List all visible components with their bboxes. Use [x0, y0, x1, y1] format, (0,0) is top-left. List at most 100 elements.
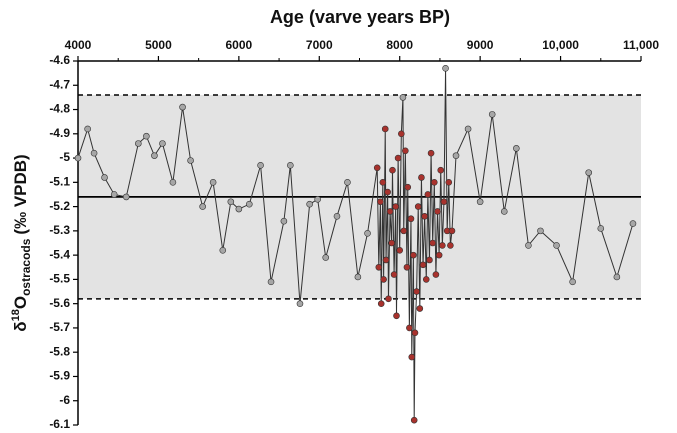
data-point — [419, 261, 427, 269]
data-point — [513, 145, 520, 152]
data-point — [452, 152, 460, 159]
data-point — [380, 276, 387, 283]
data-point — [322, 254, 330, 261]
y-label-part: O — [11, 296, 30, 309]
data-point — [314, 196, 321, 203]
x-axis-title: Age (varve years BP) — [270, 7, 450, 27]
data-point — [287, 162, 294, 169]
data-point — [135, 140, 142, 147]
data-point — [434, 208, 441, 215]
data-point — [403, 263, 411, 271]
data-point — [430, 179, 438, 186]
x-tick-label: 5000 — [145, 38, 172, 52]
data-point — [227, 198, 235, 206]
x-tick-label: 8000 — [386, 38, 413, 52]
y-axis-title: δ18Oostracods (‰ VPDB) — [10, 154, 33, 331]
y-tick-label: -4.7 — [49, 77, 70, 91]
data-point — [377, 300, 385, 307]
data-point — [187, 157, 194, 164]
data-point — [500, 208, 508, 215]
data-point — [418, 174, 425, 181]
data-point — [393, 312, 400, 320]
data-point — [354, 273, 362, 281]
data-point — [399, 94, 407, 101]
data-point — [402, 147, 409, 155]
data-point — [381, 125, 389, 133]
data-point — [426, 256, 433, 264]
y-tick-label: -5.4 — [49, 247, 70, 261]
data-point — [235, 205, 243, 213]
data-point — [410, 251, 417, 259]
data-point — [424, 191, 432, 198]
y-tick-label: -5.8 — [49, 344, 70, 358]
data-point — [398, 130, 405, 138]
data-point — [525, 242, 532, 249]
data-point — [569, 278, 576, 286]
y-tick-label: -4.9 — [49, 126, 70, 140]
data-point — [389, 166, 396, 174]
data-point — [306, 200, 313, 208]
data-point — [432, 271, 440, 278]
x-tick-label: 7000 — [306, 38, 333, 52]
data-point — [101, 174, 108, 181]
data-point — [585, 169, 593, 176]
x-tick-label: 11,000 — [623, 38, 659, 52]
y-label-part: δ — [11, 321, 30, 331]
y-tick-label: -5.5 — [49, 272, 70, 286]
data-point — [442, 64, 449, 72]
data-point — [151, 152, 158, 159]
y-tick-label: -5.2 — [49, 199, 70, 213]
data-point — [385, 295, 392, 303]
data-point — [159, 140, 166, 147]
data-point — [464, 125, 472, 133]
data-point — [439, 242, 446, 249]
data-point — [392, 203, 399, 210]
data-point — [382, 256, 390, 264]
data-point — [629, 220, 637, 227]
data-point — [74, 154, 82, 162]
data-point — [537, 227, 544, 235]
x-tick-label: 4000 — [65, 38, 92, 52]
y-tick-label: -4.8 — [49, 102, 70, 116]
data-point — [344, 179, 351, 186]
data-point — [90, 149, 98, 157]
data-point — [445, 179, 453, 186]
x-tick-label: 9000 — [467, 38, 494, 52]
data-point — [169, 179, 177, 186]
y-tick-label: -5.3 — [49, 223, 70, 237]
data-point — [448, 227, 456, 235]
data-point — [394, 154, 402, 162]
x-tick-label: 6000 — [226, 38, 253, 52]
x-tick-label: 10,000 — [542, 38, 579, 52]
data-point — [613, 273, 621, 281]
data-point — [396, 246, 404, 254]
y-tick-label: -5.1 — [49, 175, 70, 189]
data-point — [553, 242, 560, 249]
data-point — [437, 166, 445, 174]
data-point — [404, 183, 412, 191]
data-point — [388, 239, 395, 247]
data-point — [199, 203, 206, 210]
data-point — [597, 225, 605, 232]
y-tick-label: -5.7 — [49, 320, 70, 334]
data-point — [447, 242, 454, 249]
data-point — [427, 149, 435, 157]
data-point — [429, 239, 436, 247]
data-point — [435, 251, 443, 259]
data-point — [411, 329, 419, 337]
data-point — [384, 188, 391, 196]
data-point — [375, 263, 383, 271]
data-point — [377, 198, 384, 206]
data-point — [333, 213, 341, 220]
y-tick-label: -5 — [59, 150, 70, 164]
data-point — [379, 179, 387, 186]
data-point — [364, 229, 371, 237]
data-point — [488, 111, 496, 118]
data-point — [257, 162, 264, 169]
data-point — [416, 305, 424, 312]
y-label-sub: ostracods — [19, 238, 33, 296]
data-point — [267, 278, 275, 286]
data-point — [406, 324, 413, 332]
data-point — [421, 213, 428, 220]
data-point — [476, 198, 484, 206]
